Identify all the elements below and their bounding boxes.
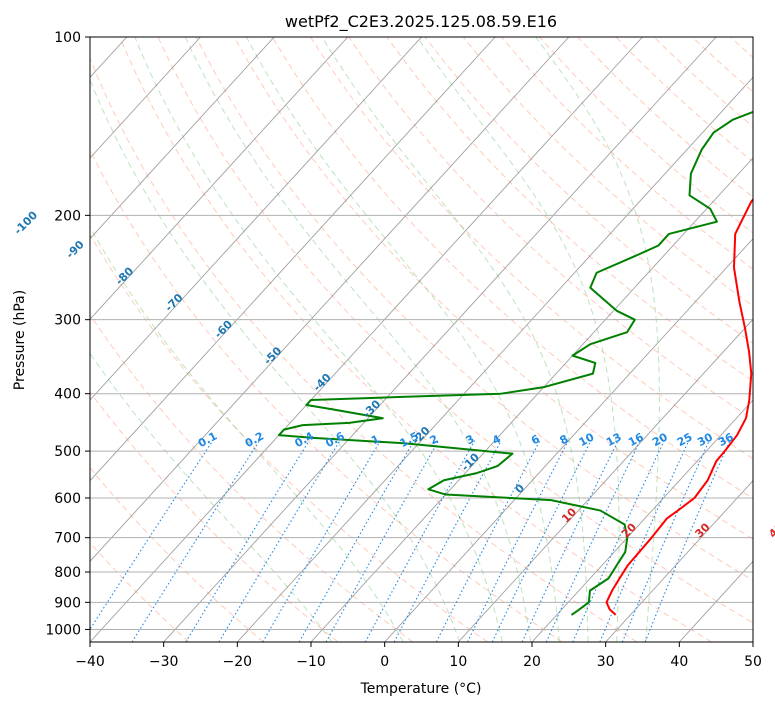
- y-tick-label: 500: [54, 444, 81, 460]
- mixing-ratio-label: 13: [604, 430, 624, 449]
- mixing-ratio-label: 20: [650, 430, 670, 449]
- mixing-ratio-line: [325, 440, 440, 642]
- mixing-ratio-line: [572, 440, 665, 642]
- x-tick-label: −10: [296, 654, 326, 670]
- mixing-ratio-line: [90, 440, 214, 631]
- y-axis-title: Pressure (hPa): [12, 290, 28, 390]
- dry-adiabat-line: [90, 57, 638, 642]
- dry-adiabat-line: [310, 37, 753, 460]
- moist-adiabat-line: [90, 226, 404, 642]
- moist-adiabat-line: [90, 78, 461, 642]
- x-axis-title: Temperature (°C): [360, 681, 482, 697]
- mixing-ratio-line: [218, 440, 341, 642]
- isotherm-line: [163, 37, 717, 642]
- moist-adiabat-line: [535, 37, 660, 642]
- mixing-ratio-line: [545, 440, 641, 642]
- y-tick-label: 900: [54, 595, 81, 611]
- mixing-ratio-label: 25: [675, 430, 695, 449]
- isotherm-line: [90, 37, 643, 642]
- isotherm-line: [90, 37, 496, 482]
- mixing-ratio-line: [364, 440, 476, 642]
- isotherm-line: [90, 37, 201, 159]
- dry-adiabat-line: [90, 233, 488, 642]
- x-tick-label: −30: [149, 654, 179, 670]
- mixing-ratio-label: 10: [577, 430, 597, 449]
- dry-adiabat-line: [90, 466, 264, 642]
- moist-adiabat-line: [90, 352, 333, 642]
- dry-adiabat-line: [119, 37, 712, 642]
- x-tick-label: 20: [523, 654, 541, 670]
- mixing-ratio-line: [298, 440, 415, 642]
- x-tick-label: −40: [75, 654, 105, 670]
- y-tick-label: 700: [54, 531, 81, 547]
- axes: −40 −30 −20 −10 0 10 20 30 40 50 100 200 300 400 500 60…: [45, 30, 762, 670]
- isotherm-line: [605, 479, 753, 642]
- x-tick-label: −20: [223, 654, 253, 670]
- mixing-ratio-label: 16: [626, 430, 646, 449]
- mixing-ratio-label: 36: [716, 430, 736, 449]
- isotherm-line: [90, 37, 422, 401]
- y-tick-label: 400: [54, 387, 81, 403]
- x-tick-label: 50: [744, 654, 762, 670]
- isotherm-line: [384, 237, 753, 642]
- dry-adiabat-line: [272, 37, 753, 500]
- isotherm-line: [90, 37, 570, 563]
- mixing-ratio-label: 30: [695, 430, 715, 449]
- mixing-ratio-line: [131, 440, 260, 642]
- dry-adiabat-line: [90, 149, 563, 642]
- isotherm-line: [90, 37, 275, 240]
- mixing-ratio-line: [599, 440, 690, 642]
- isotherm-line: [310, 157, 753, 642]
- isotherm-line: [90, 37, 349, 321]
- y-tick-label: 200: [54, 208, 81, 224]
- mixing-ratio-line: [491, 440, 592, 642]
- y-tick-label: 600: [54, 491, 81, 507]
- mixing-ratio-line: [185, 440, 310, 642]
- data-series: [277, 110, 753, 616]
- moist-adiabat-line: [321, 37, 589, 642]
- x-tick-label: 0: [380, 654, 389, 670]
- dry-adiabat-line: [348, 37, 753, 421]
- plot-area: [90, 37, 753, 642]
- y-tick-label: 1000: [45, 622, 81, 638]
- moist-adiabat-line: [416, 37, 620, 642]
- y-tick-label: 300: [54, 313, 81, 329]
- mixing-ratio-line: [262, 440, 381, 642]
- isotherm-label: 40: [766, 520, 775, 540]
- isotherm-line: [458, 318, 753, 642]
- x-tick-label: 40: [670, 654, 688, 670]
- y-tick-label: 100: [54, 30, 81, 46]
- isotherm-line: [531, 399, 753, 642]
- dewpoint-line: [277, 110, 753, 616]
- chart-title: wetPf2_C2E3.2025.125.08.59.E16: [285, 12, 557, 32]
- mixing-ratio-line: [467, 440, 569, 642]
- moist-adiabat-line: [134, 37, 503, 642]
- x-tick-label: 10: [449, 654, 467, 670]
- dry-adiabat-line: [90, 542, 190, 642]
- dry-adiabat-line: [386, 37, 753, 382]
- moist-adiabat-line: [245, 37, 560, 642]
- temperature-line: [605, 197, 753, 616]
- dry-adiabat-line: [195, 37, 753, 582]
- x-tick-label: 30: [597, 654, 615, 670]
- mixing-ratio-line: [621, 440, 710, 642]
- y-tick-label: 800: [54, 565, 81, 581]
- plot-frame: [89, 36, 754, 643]
- background-lines: [90, 37, 753, 642]
- isotherm-line: [237, 76, 753, 642]
- dry-adiabat-line: [157, 37, 753, 624]
